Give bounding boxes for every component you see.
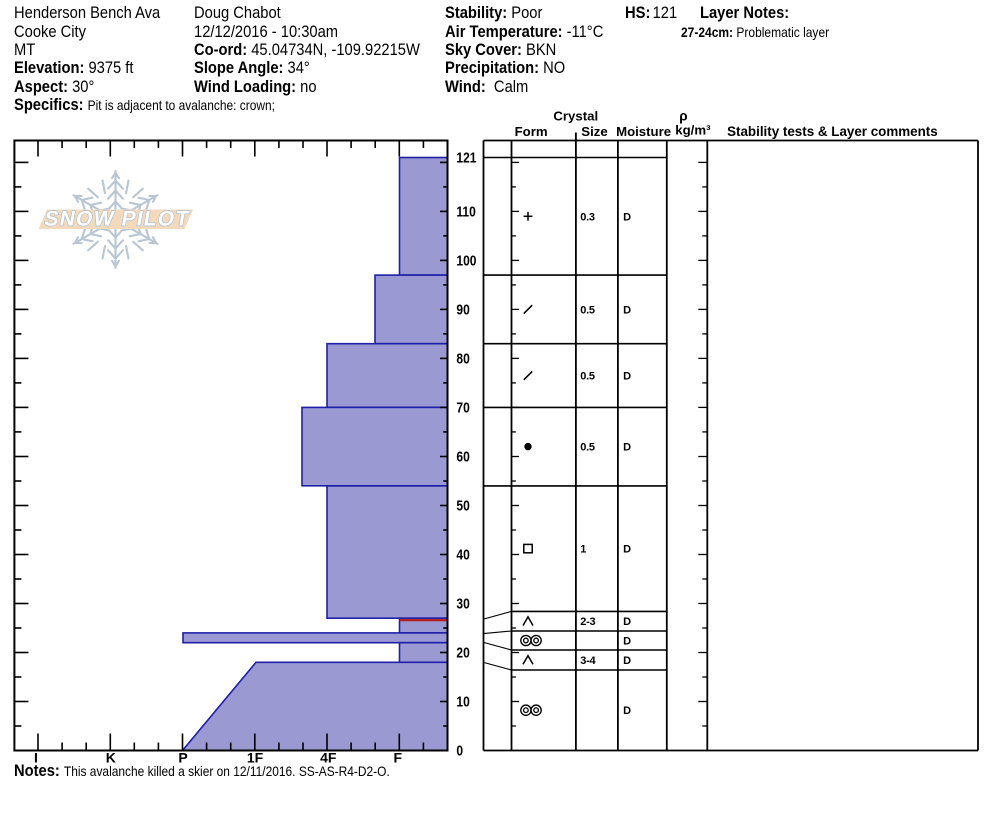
svg-text:2-3: 2-3 [580, 616, 595, 628]
svg-text:0: 0 [456, 742, 463, 758]
svg-text:P: P [178, 750, 187, 766]
svg-text:Crystal: Crystal [553, 109, 598, 124]
svg-text:30: 30 [456, 595, 469, 611]
svg-text:1: 1 [580, 544, 586, 556]
svg-text:0.5: 0.5 [580, 304, 595, 316]
svg-text:90: 90 [456, 301, 469, 317]
svg-text:F: F [394, 750, 403, 766]
svg-text:D: D [623, 371, 631, 383]
svg-text:4F: 4F [320, 750, 337, 766]
svg-text:1F: 1F [247, 750, 264, 766]
svg-text:ρ: ρ [679, 109, 687, 124]
svg-text:40: 40 [456, 546, 469, 562]
svg-text:D: D [623, 636, 631, 648]
svg-text:100: 100 [456, 252, 476, 268]
svg-text:D: D [623, 655, 631, 667]
svg-text:I: I [34, 750, 38, 766]
svg-text:60: 60 [456, 448, 469, 464]
svg-text:121: 121 [456, 149, 477, 165]
svg-text:Size: Size [581, 124, 607, 139]
svg-text:Form: Form [515, 124, 548, 139]
svg-text:D: D [623, 304, 631, 316]
svg-text:D: D [623, 705, 631, 717]
svg-text:3-4: 3-4 [580, 655, 596, 667]
svg-text:kg/m³: kg/m³ [675, 123, 711, 138]
svg-text:D: D [623, 211, 631, 223]
svg-text:0.3: 0.3 [580, 211, 595, 223]
svg-text:0.5: 0.5 [580, 442, 595, 454]
svg-text:D: D [623, 544, 631, 556]
svg-text:K: K [106, 750, 116, 766]
svg-text:Moisture: Moisture [616, 124, 671, 139]
svg-text:20: 20 [456, 644, 469, 660]
svg-text:110: 110 [456, 203, 475, 219]
svg-text:Stability tests & Layer commen: Stability tests & Layer comments [727, 124, 938, 139]
svg-text:0.5: 0.5 [580, 371, 595, 383]
svg-text:50: 50 [456, 497, 469, 513]
svg-text:D: D [623, 442, 631, 454]
svg-text:80: 80 [456, 350, 469, 366]
svg-text:70: 70 [456, 399, 469, 415]
svg-text:SNOW PILOT: SNOW PILOT [43, 208, 192, 231]
svg-text:D: D [623, 616, 631, 628]
svg-text:10: 10 [456, 693, 469, 709]
